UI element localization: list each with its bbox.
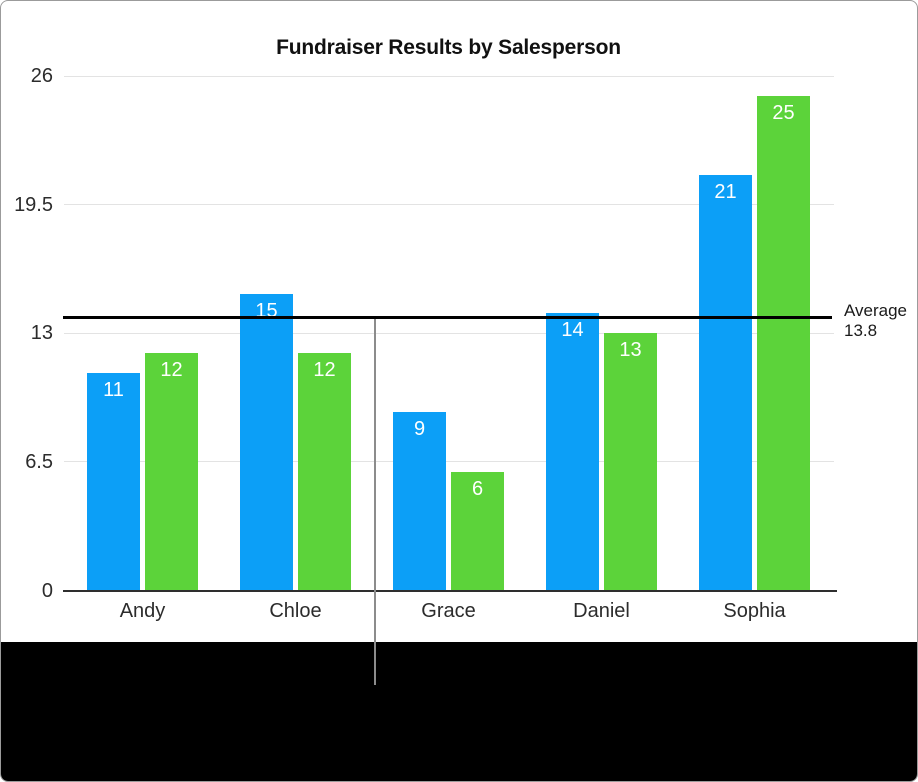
gridline xyxy=(64,332,834,334)
bottom-black-band xyxy=(1,642,917,781)
bar-blue-series: 14 xyxy=(546,313,599,591)
bar-green-series: 13 xyxy=(604,333,657,591)
x-axis-label: Andy xyxy=(119,600,166,622)
bar-value-label: 14 xyxy=(561,319,584,342)
bar-value-label: 21 xyxy=(714,180,737,203)
bar-value-label: 11 xyxy=(103,378,124,401)
bar-value-label: 12 xyxy=(160,359,183,382)
bar-green-series: 12 xyxy=(145,353,198,591)
average-label-text: Average xyxy=(844,301,908,320)
bar-value-label: 9 xyxy=(413,418,426,441)
average-value-text: 13.8 xyxy=(844,321,878,340)
bar-blue-series: 11 xyxy=(87,372,140,591)
bar-value-label: 25 xyxy=(772,101,795,124)
bar-value-label: 13 xyxy=(619,339,642,362)
y-tick-label: 13 xyxy=(30,322,53,345)
y-tick-label: 0 xyxy=(41,579,53,602)
x-axis-line xyxy=(63,589,837,592)
average-reference-line xyxy=(63,315,832,319)
x-axis-label: Sophia xyxy=(723,600,786,622)
bar-blue-series: 15 xyxy=(240,293,293,591)
bar-blue-series: 9 xyxy=(393,412,446,591)
chart-title: Fundraiser Results by Salesperson xyxy=(276,36,621,59)
bar-blue-series: 21 xyxy=(699,174,752,591)
bar-value-label: 12 xyxy=(313,359,336,382)
x-axis-label: Grace xyxy=(421,600,476,622)
x-axis-label: Chloe xyxy=(269,600,322,622)
y-tick-label: 19.5 xyxy=(14,193,53,216)
bar-value-label: 6 xyxy=(471,477,484,500)
y-tick-label: 26 xyxy=(30,65,53,87)
y-tick-label: 6.5 xyxy=(25,450,53,473)
callout-line xyxy=(373,318,376,685)
bar-green-series: 12 xyxy=(298,353,351,591)
bar-value-label: 15 xyxy=(255,299,278,322)
bar-green-series: 6 xyxy=(451,471,504,591)
gridline xyxy=(64,75,834,77)
x-axis-label: Daniel xyxy=(573,600,630,622)
gridline xyxy=(64,204,834,206)
bar-green-series: 25 xyxy=(757,95,810,591)
gridline xyxy=(64,461,834,463)
average-line-label: Average 13.8 xyxy=(844,301,907,341)
